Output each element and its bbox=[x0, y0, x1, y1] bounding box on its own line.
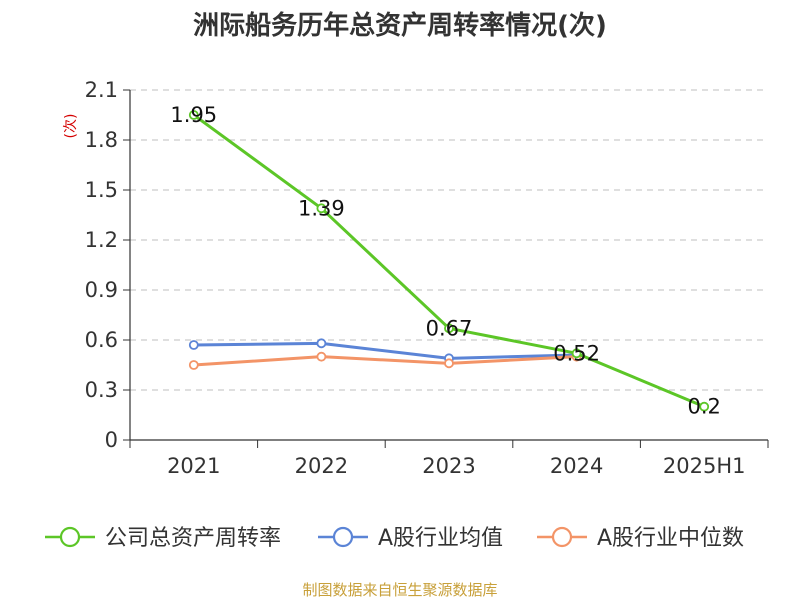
data-label: 0.52 bbox=[553, 341, 600, 365]
legend-marker bbox=[59, 526, 81, 548]
legend-label: A股行业均值 bbox=[378, 526, 503, 551]
grid-lines bbox=[130, 89, 768, 391]
x-axis-ticks: 2021 2022 2023 2024 2025H1 bbox=[129, 440, 769, 478]
legend-item[interactable]: A股行业均值 bbox=[318, 526, 503, 551]
legend-marker bbox=[551, 526, 573, 548]
data-point[interactable] bbox=[444, 323, 454, 334]
data-label: 0.2 bbox=[687, 395, 720, 419]
data-label: 1.39 bbox=[298, 196, 345, 220]
data-point[interactable] bbox=[316, 203, 327, 214]
y-axis-ticks: 0 0.3 0.6 0.9 1.2 1.5 1.8 2.1 bbox=[85, 78, 130, 452]
y-tick-label: 1.2 bbox=[85, 228, 118, 252]
x-tick-label: 2024 bbox=[550, 454, 603, 478]
x-tick-label: 2021 bbox=[167, 454, 220, 478]
data-point[interactable] bbox=[444, 358, 454, 369]
legend-item[interactable]: A股行业中位数 bbox=[537, 526, 744, 551]
y-tick-label: 0 bbox=[105, 428, 118, 452]
source-note: 制图数据来自恒生聚源数据库 bbox=[302, 581, 497, 599]
legend-marker bbox=[332, 526, 354, 548]
legend-item[interactable]: 公司总资产周转率 bbox=[45, 526, 281, 551]
y-tick-label: 1.8 bbox=[85, 128, 118, 152]
data-point[interactable] bbox=[188, 360, 199, 370]
x-tick-label: 2025H1 bbox=[663, 454, 746, 478]
legend-label: A股行业中位数 bbox=[597, 526, 744, 551]
series-group bbox=[188, 110, 710, 412]
x-tick-label: 2023 bbox=[422, 454, 475, 478]
data-point[interactable] bbox=[188, 340, 199, 350]
chart-title: 洲际船务历年总资产周转率情况(次) bbox=[193, 10, 607, 41]
data-point[interactable] bbox=[188, 110, 199, 120]
series-line bbox=[193, 355, 577, 367]
x-tick-label: 2022 bbox=[295, 454, 348, 478]
data-point[interactable] bbox=[316, 338, 327, 349]
y-tick-label: 2.1 bbox=[85, 78, 118, 102]
data-point[interactable] bbox=[316, 351, 327, 362]
data-point[interactable] bbox=[571, 348, 582, 359]
y-tick-label: 0.6 bbox=[85, 328, 118, 352]
data-labels: 1.95 1.39 0.67 0.52 0.2 bbox=[170, 103, 720, 419]
y-axis-label: (次) bbox=[63, 114, 79, 139]
series-line bbox=[193, 341, 577, 360]
y-tick-label: 0.9 bbox=[85, 278, 118, 302]
data-label: 0.67 bbox=[426, 316, 473, 340]
data-point[interactable] bbox=[699, 401, 710, 412]
legend[interactable]: 公司总资产周转率 A股行业均值 A股行业中位数 bbox=[45, 526, 744, 551]
y-tick-label: 1.5 bbox=[85, 178, 118, 202]
legend-label: 公司总资产周转率 bbox=[105, 526, 281, 551]
y-tick-label: 0.3 bbox=[85, 378, 118, 402]
data-label: 1.95 bbox=[170, 103, 217, 127]
x-axis bbox=[129, 90, 768, 441]
